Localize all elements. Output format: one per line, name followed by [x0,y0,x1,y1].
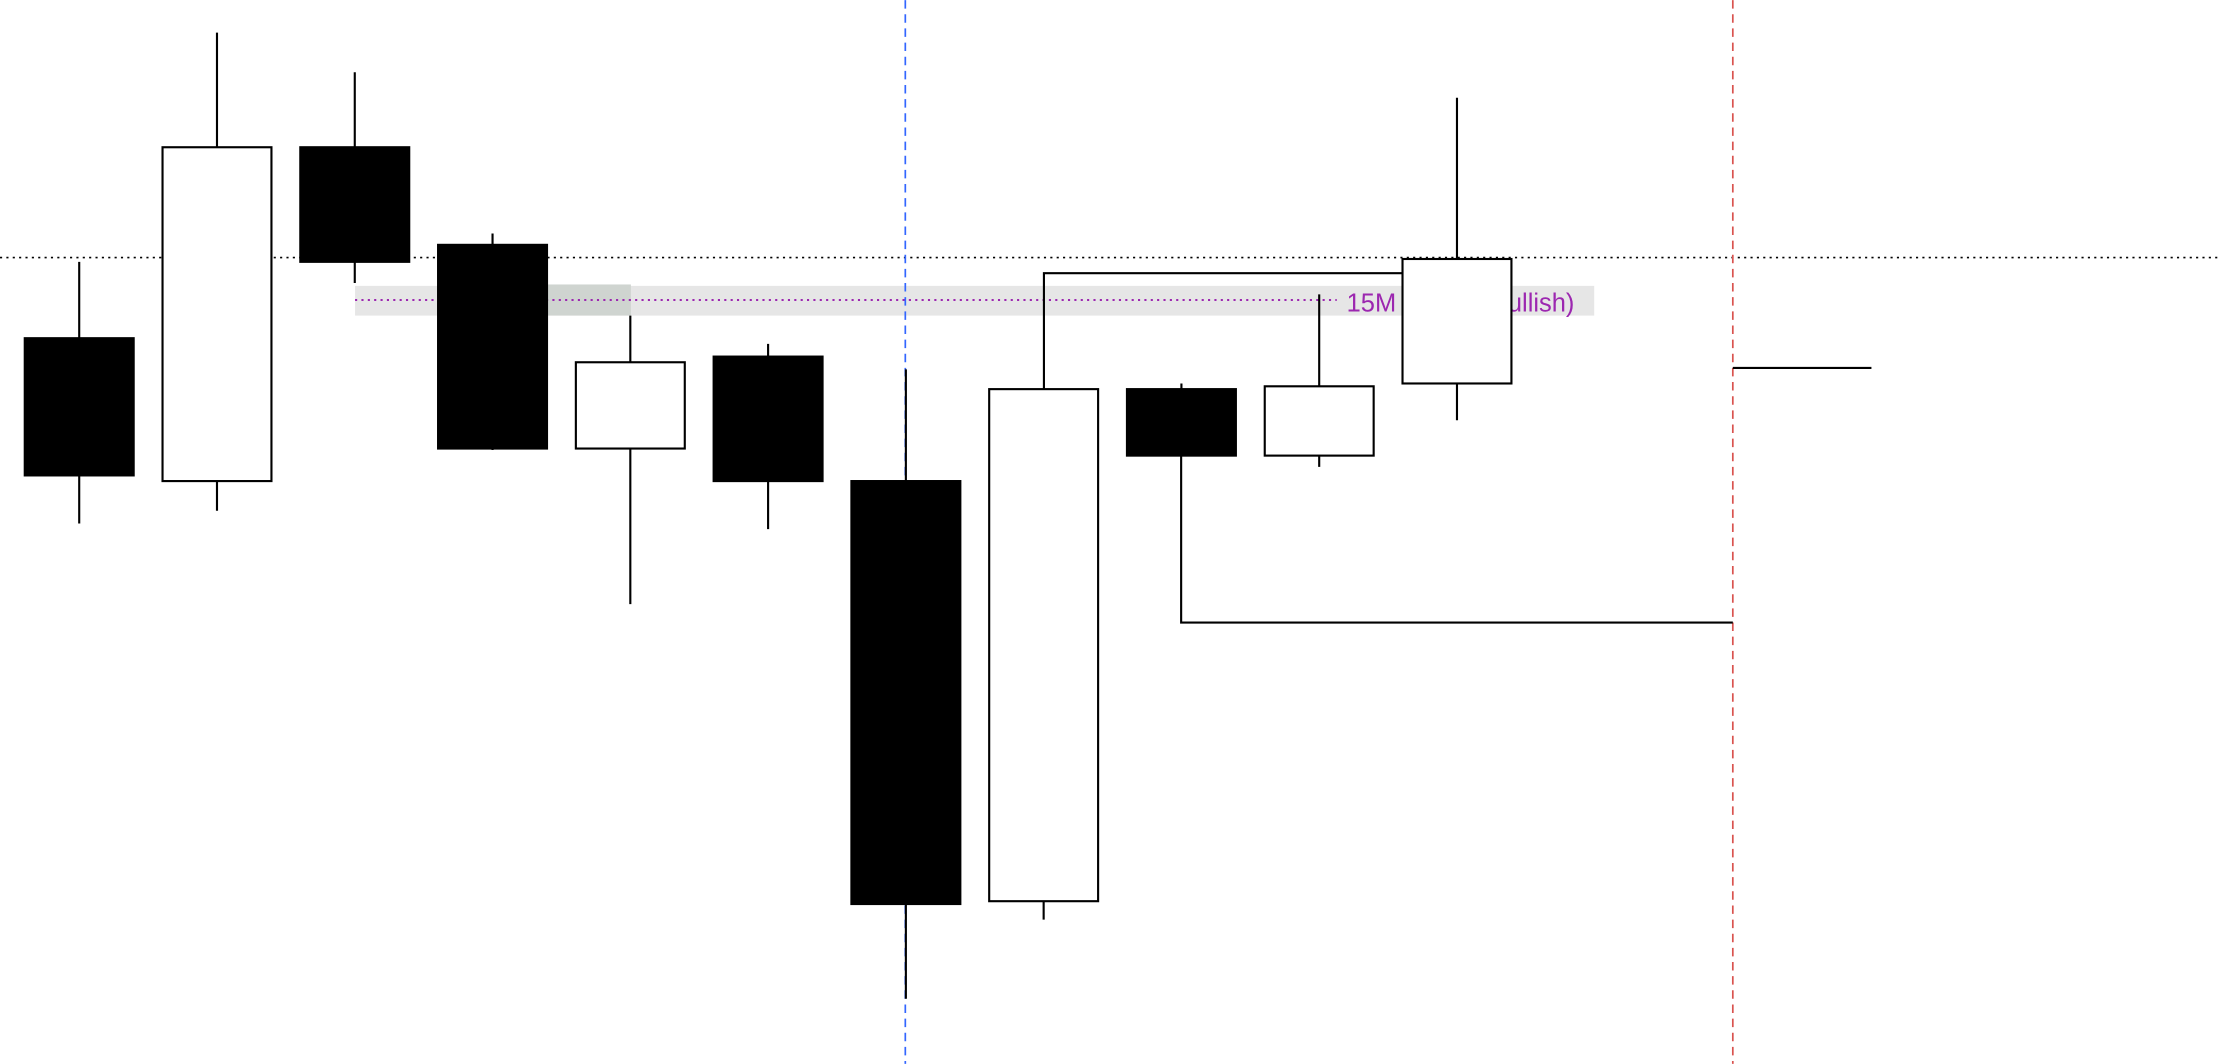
candle-body [23,337,135,477]
candle-4 [437,233,549,450]
candle-6 [712,343,824,530]
zone-label-end: ullish) [1508,289,1574,317]
candle-3 [299,72,411,284]
candle-5 [574,315,686,605]
candle-body [437,243,549,450]
candle-body [299,146,411,263]
candle-1 [23,261,135,524]
candle-9 [1125,383,1237,457]
candle-body [988,388,1100,903]
low-bracket-line [1180,455,1733,624]
candle-body [1263,385,1375,457]
candles [23,32,1513,999]
zone-label-start: 15M [1347,289,1397,317]
candle-body [161,146,273,483]
candle-8 [988,388,1100,920]
candle-body [850,480,962,906]
candle-body [712,355,824,483]
candle-body [574,361,686,450]
high-bracket-line [1042,272,1404,390]
candle-2 [161,32,273,511]
candle-11 [1401,97,1513,421]
candle-10 [1263,294,1375,467]
candle-body [1401,257,1513,385]
candle-body [1125,388,1237,457]
candle-7 [850,369,962,999]
